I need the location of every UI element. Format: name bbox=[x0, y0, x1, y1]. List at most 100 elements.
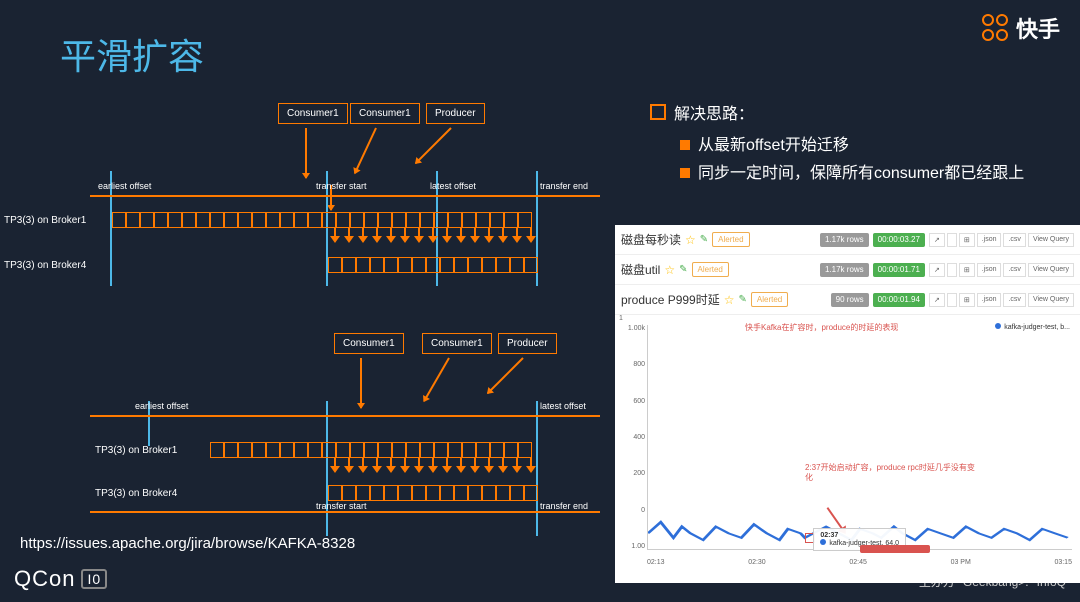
y-axis: 1.00k80060040020001.00 bbox=[617, 325, 645, 550]
alerted-badge: Alerted bbox=[692, 262, 729, 277]
x-tick: 02:45 bbox=[849, 559, 867, 566]
vlabel-tstart: transfer start bbox=[316, 501, 367, 511]
y-tick: 200 bbox=[617, 470, 645, 477]
tool-button[interactable]: ⊞ bbox=[959, 233, 975, 247]
tool-button[interactable]: View Query bbox=[1028, 293, 1074, 307]
alerted-badge: Alerted bbox=[712, 232, 749, 247]
x-tick: 03:15 bbox=[1054, 559, 1072, 566]
arrow-down bbox=[487, 357, 524, 394]
tp-label: TP3(3) on Broker1 bbox=[95, 445, 177, 456]
vlabel-tstart: transfer start bbox=[316, 181, 367, 191]
star-icon: ☆ bbox=[664, 263, 675, 277]
y-tick: 800 bbox=[617, 361, 645, 368]
legend: kafka-judger-test, b... bbox=[995, 323, 1070, 331]
solution-item-text: 同步一定时间，保障所有consumer都已经跟上 bbox=[698, 162, 1024, 186]
diagram-block-2: Consumer1 Consumer1 Producer earliest of… bbox=[0, 325, 600, 525]
time-badge: 00:00:01.94 bbox=[873, 293, 925, 307]
kuaishou-icon bbox=[982, 14, 1010, 42]
x-tick: 02:13 bbox=[647, 559, 665, 566]
qcon-text: QCon bbox=[14, 566, 75, 592]
chart-header-row: 磁盘每秒读 ☆ ✎ Alerted 1.17k rows 00:00:03.27 ↗ ⊞.… bbox=[615, 225, 1080, 255]
cell-arrows bbox=[328, 457, 538, 487]
solution-header-text: 解决思路： bbox=[674, 100, 754, 124]
diagram-block-1: Consumer1 Consumer1 Producer earliest of… bbox=[0, 95, 600, 295]
arrow-down bbox=[360, 358, 362, 408]
logo: 快手 bbox=[982, 12, 1060, 44]
chart-row-title: 磁盘每秒读 bbox=[621, 231, 681, 248]
x-tick: 03 PM bbox=[951, 559, 971, 566]
solution-item: 同步一定时间，保障所有consumer都已经跟上 bbox=[680, 162, 1060, 186]
edit-icon: ✎ bbox=[739, 294, 747, 305]
time-badge: 00:00:03.27 bbox=[873, 233, 925, 247]
solution-header: 解决思路： bbox=[650, 100, 1060, 124]
tp-label: TP3(3) on Broker4 bbox=[4, 260, 86, 271]
tooltip-time: 02:37 bbox=[820, 532, 838, 539]
vlabel-earliest: earliest offset bbox=[135, 401, 188, 411]
tool-button[interactable]: ↗ bbox=[929, 293, 945, 307]
vlabel-latest: latest offset bbox=[430, 181, 476, 191]
y-top: 1 bbox=[619, 315, 623, 322]
diagram-area: Consumer1 Consumer1 Producer earliest of… bbox=[0, 95, 615, 535]
alerted-badge: Alerted bbox=[751, 292, 788, 307]
cell-arrows bbox=[328, 227, 538, 257]
footer-left: QCon I0 bbox=[14, 566, 107, 592]
tool-button[interactable] bbox=[947, 233, 957, 247]
tool-button[interactable]: ⊞ bbox=[959, 263, 975, 277]
tool-button[interactable]: .csv bbox=[1003, 233, 1025, 247]
arrow-down bbox=[354, 128, 377, 174]
vlabel-tend: transfer end bbox=[540, 501, 588, 511]
legend-dot-icon bbox=[995, 323, 1001, 329]
tool-button[interactable]: .json bbox=[977, 233, 1002, 247]
chart-header-row: 磁盘util ☆✎ Alerted1.17k rows00:00:01.71↗⊞… bbox=[615, 255, 1080, 285]
tool-button[interactable]: View Query bbox=[1028, 233, 1074, 247]
tool-button[interactable] bbox=[947, 293, 957, 307]
cell-row-short bbox=[328, 257, 538, 273]
consumer-box: Consumer1 bbox=[350, 103, 420, 124]
tool-button[interactable]: .csv bbox=[1003, 293, 1025, 307]
arrow-down bbox=[423, 358, 450, 402]
tool-button[interactable]: ↗ bbox=[929, 233, 945, 247]
star-icon: ☆ bbox=[685, 233, 696, 247]
solution-item: 从最新offset开始迁移 bbox=[680, 134, 1060, 158]
consumer-box: Consumer1 bbox=[278, 103, 348, 124]
tool-button[interactable]: .csv bbox=[1003, 263, 1025, 277]
producer-box: Producer bbox=[498, 333, 557, 354]
timeline bbox=[90, 511, 600, 513]
tool-button[interactable]: View Query bbox=[1028, 263, 1074, 277]
tp-label: TP3(3) on Broker1 bbox=[4, 215, 86, 226]
time-badge: 00:00:01.71 bbox=[873, 263, 925, 277]
tool-button[interactable] bbox=[947, 263, 957, 277]
x-axis: 02:1302:3002:4503 PM03:15 bbox=[647, 559, 1072, 566]
cell-row-short bbox=[328, 485, 538, 501]
cell-row bbox=[112, 212, 532, 228]
tool-button[interactable]: .json bbox=[977, 293, 1002, 307]
tool-button[interactable]: ↗ bbox=[929, 263, 945, 277]
edit-icon: ✎ bbox=[700, 234, 708, 245]
url-link[interactable]: https://issues.apache.org/jira/browse/KA… bbox=[20, 535, 355, 552]
solution-block: 解决思路： 从最新offset开始迁移 同步一定时间，保障所有consumer都… bbox=[650, 100, 1060, 190]
note-1: 快手Kafka在扩容时，produce的时延的表现 bbox=[745, 323, 915, 333]
rows-badge: 1.17k rows bbox=[820, 233, 869, 247]
plot: 02:37 kafka-judger-test, 64.0 bbox=[647, 325, 1072, 550]
solution-item-text: 从最新offset开始迁移 bbox=[698, 134, 849, 158]
timeline bbox=[90, 195, 600, 197]
io-badge: I0 bbox=[81, 569, 107, 589]
tool-button[interactable]: ⊞ bbox=[959, 293, 975, 307]
arrow-down bbox=[305, 128, 307, 178]
legend-dot-icon bbox=[820, 539, 826, 545]
consumer-box: Consumer1 bbox=[422, 333, 492, 354]
y-tick: 600 bbox=[617, 398, 645, 405]
tool-button[interactable]: .json bbox=[977, 263, 1002, 277]
y-tick: 0 bbox=[617, 507, 645, 514]
chart-header-row: produce P999时延 ☆✎ Alerted90 rows00:00:01… bbox=[615, 285, 1080, 315]
square-icon bbox=[650, 104, 666, 120]
tp-label: TP3(3) on Broker4 bbox=[95, 488, 177, 499]
line-chart bbox=[648, 325, 1072, 549]
star-icon: ☆ bbox=[724, 293, 735, 307]
chart-panel: 磁盘每秒读 ☆ ✎ Alerted 1.17k rows 00:00:03.27 ↗ ⊞.… bbox=[615, 225, 1080, 583]
producer-box: Producer bbox=[426, 103, 485, 124]
y-tick: 1.00 bbox=[617, 543, 645, 550]
rows-badge: 90 rows bbox=[831, 293, 869, 307]
vlabel-tend: transfer end bbox=[540, 181, 588, 191]
logo-text: 快手 bbox=[1016, 12, 1060, 44]
